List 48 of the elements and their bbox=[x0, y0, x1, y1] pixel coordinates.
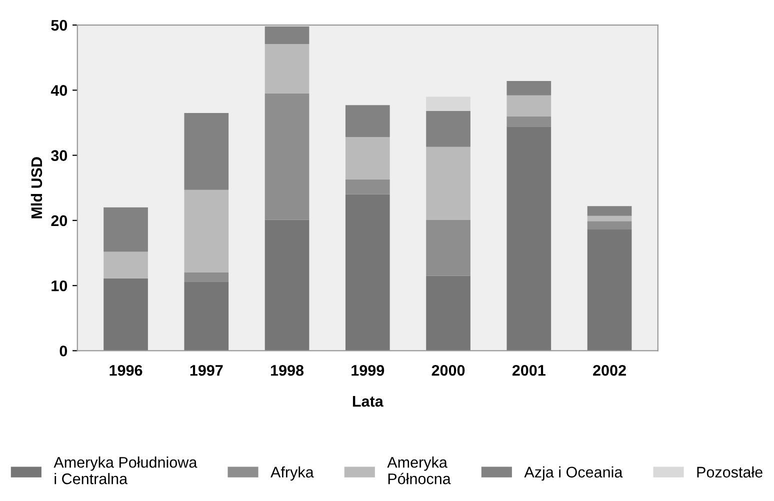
x-tick-label: 1999 bbox=[352, 364, 384, 376]
legend-label: Ameryka Południowa i Centralna bbox=[54, 456, 198, 484]
bar bbox=[345, 179, 390, 194]
y-tick-label: 50 bbox=[51, 20, 68, 31]
x-tick-label: 1996 bbox=[110, 364, 142, 376]
bar bbox=[587, 206, 632, 216]
bar bbox=[184, 272, 229, 282]
bar bbox=[184, 282, 229, 351]
bar bbox=[104, 207, 148, 252]
bar bbox=[426, 220, 470, 276]
legend-label: Pozostałe bbox=[697, 466, 762, 478]
y-tick-label: 20 bbox=[51, 215, 68, 226]
bar bbox=[345, 137, 390, 180]
bar bbox=[345, 194, 390, 351]
bar bbox=[184, 190, 229, 273]
bar bbox=[426, 96, 470, 112]
bar bbox=[426, 146, 470, 220]
y-axis-title: Mld USD bbox=[30, 157, 42, 218]
legend-label: Azja i Oceania bbox=[524, 466, 623, 481]
y-tick-label: 40 bbox=[50, 85, 68, 96]
y-tick-label: 10 bbox=[52, 280, 68, 292]
x-tick-label: 1997 bbox=[190, 364, 223, 376]
bar bbox=[264, 93, 310, 220]
x-tick-label: 2001 bbox=[512, 364, 546, 376]
y-tick-label: 30 bbox=[51, 150, 68, 162]
bar bbox=[506, 95, 552, 116]
bar bbox=[264, 220, 310, 351]
x-tick-label: 2002 bbox=[593, 364, 626, 376]
bar bbox=[264, 44, 310, 94]
bar bbox=[426, 276, 470, 351]
bar bbox=[345, 105, 390, 138]
bar bbox=[506, 81, 552, 96]
bar bbox=[506, 116, 552, 127]
bar bbox=[587, 230, 632, 351]
bar bbox=[184, 112, 229, 190]
bar bbox=[587, 216, 632, 222]
bar bbox=[587, 221, 632, 230]
x-tick-label: 2000 bbox=[432, 364, 465, 376]
bar bbox=[264, 26, 310, 44]
bar bbox=[426, 111, 470, 147]
bar bbox=[506, 126, 552, 351]
x-tick-label: 1998 bbox=[270, 364, 304, 376]
y-tick-label: 0 bbox=[60, 346, 68, 356]
legend-label: Ameryka Północna bbox=[387, 456, 451, 484]
bar bbox=[104, 278, 148, 351]
bar bbox=[104, 252, 148, 278]
x-axis-title: Lata bbox=[352, 396, 384, 407]
legend-label: Afryka bbox=[270, 466, 314, 481]
